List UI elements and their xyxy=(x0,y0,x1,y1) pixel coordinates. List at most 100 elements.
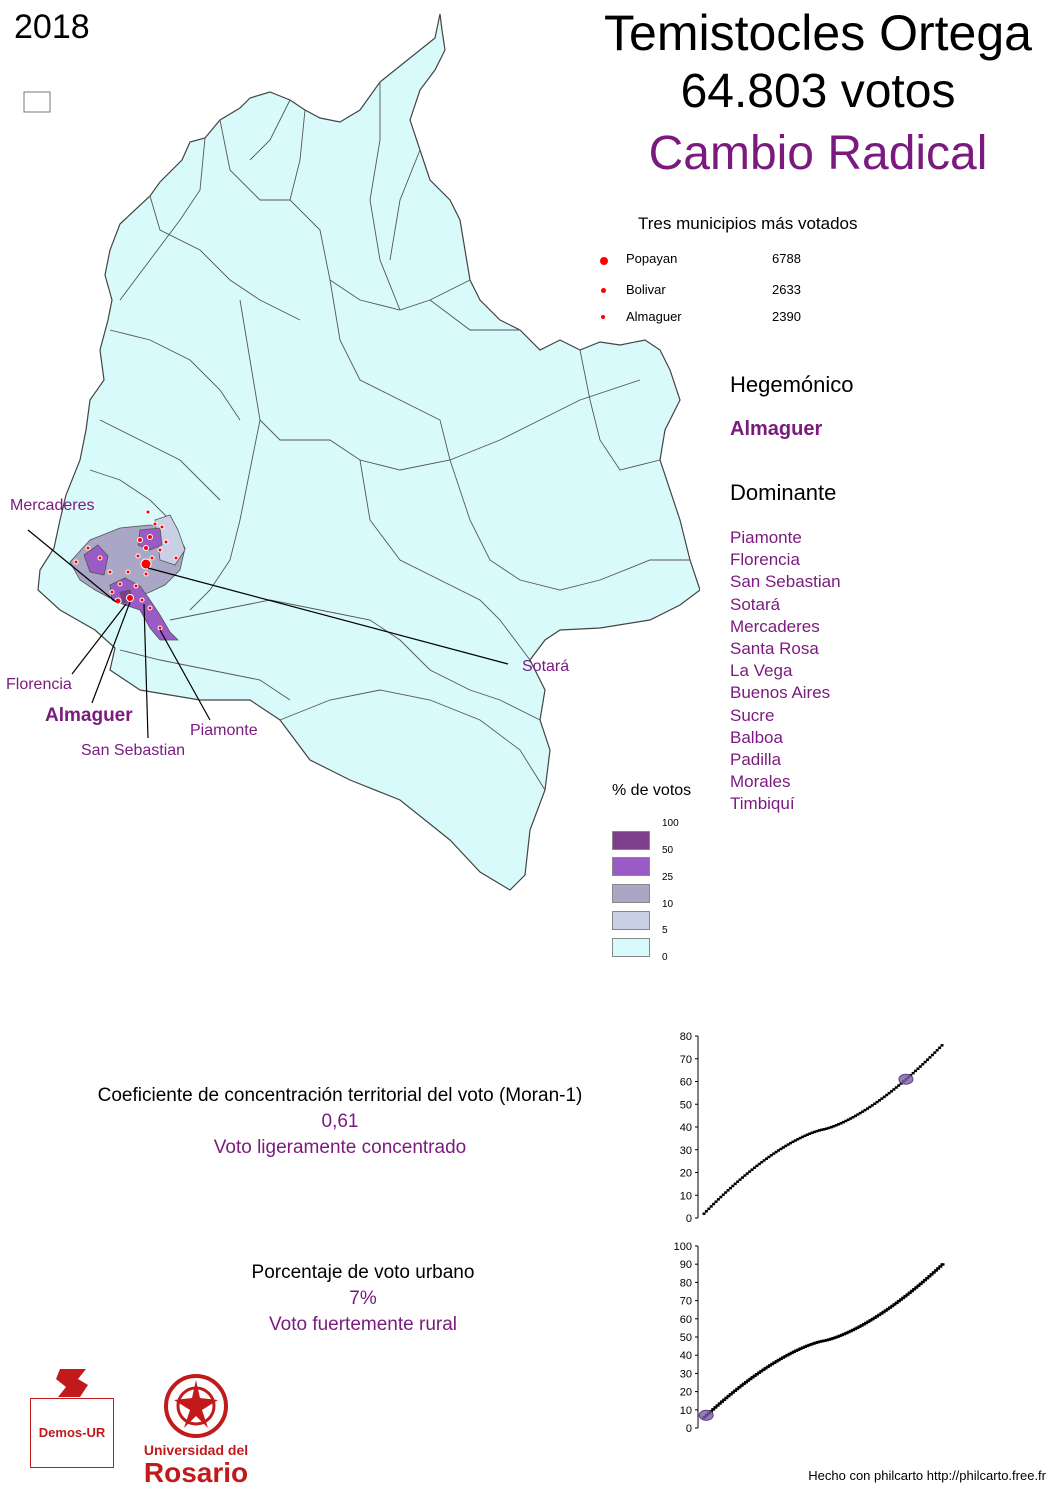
y-tick-label: 30 xyxy=(680,1145,692,1157)
legend-swatch-25-50 xyxy=(612,857,650,876)
label-almaguer: Almaguer xyxy=(45,705,133,726)
y-tick-label: 50 xyxy=(680,1332,692,1344)
data-point xyxy=(755,1164,759,1168)
data-point xyxy=(933,1269,938,1272)
data-point xyxy=(709,1205,713,1208)
data-point xyxy=(940,1263,945,1266)
data-point xyxy=(731,1184,735,1188)
y-tick-label: 80 xyxy=(680,1277,692,1289)
data-point xyxy=(916,1284,921,1287)
data-point xyxy=(912,1288,917,1291)
data-point xyxy=(774,1150,778,1154)
data-point xyxy=(853,1114,857,1118)
data-point xyxy=(807,1343,812,1347)
data-point xyxy=(901,1296,906,1300)
data-point xyxy=(846,1118,850,1122)
data-point xyxy=(848,1329,853,1333)
data-point xyxy=(858,1111,862,1115)
data-point xyxy=(824,1338,829,1342)
data-point xyxy=(903,1294,908,1298)
legend-break: 100 xyxy=(662,818,679,829)
y-tick-label: 0 xyxy=(686,1423,692,1435)
label-florencia: Florencia xyxy=(6,676,72,693)
data-point xyxy=(777,1149,781,1152)
data-point xyxy=(880,1097,884,1100)
data-point xyxy=(890,1304,895,1308)
data-point xyxy=(787,1352,792,1356)
data-point xyxy=(875,1100,879,1104)
candidate-name: Temistocles Ortega xyxy=(604,5,1032,61)
data-point xyxy=(818,1340,823,1343)
data-point xyxy=(726,1394,731,1398)
data-point xyxy=(784,1144,788,1148)
data-point xyxy=(759,1369,764,1373)
highlight-point xyxy=(698,1409,714,1421)
y-tick-label: 70 xyxy=(680,1296,692,1308)
data-point xyxy=(776,1358,781,1362)
data-point xyxy=(805,1133,809,1136)
university-name-line1: Universidad del xyxy=(143,1442,249,1458)
label-sotara: Sotará xyxy=(522,658,570,675)
data-point xyxy=(938,1265,943,1268)
data-point xyxy=(789,1141,793,1145)
colombia-map xyxy=(23,13,700,891)
data-point xyxy=(741,1382,746,1386)
data-point xyxy=(928,1056,932,1059)
data-point xyxy=(833,1336,838,1339)
data-point xyxy=(842,1332,847,1336)
moran-scatter-chart: 0 10 20 30 40 50 60 70 80 xyxy=(680,1031,944,1225)
dominant-item: Piamonte xyxy=(730,528,802,547)
top3-name: Popayan xyxy=(626,251,678,266)
leader-lines xyxy=(27,529,509,739)
data-point xyxy=(719,1195,723,1199)
data-point xyxy=(840,1333,845,1337)
data-point xyxy=(750,1168,754,1171)
data-point xyxy=(931,1271,936,1274)
data-point xyxy=(873,1102,877,1106)
data-point xyxy=(815,1129,819,1133)
legend-title: % de votos xyxy=(612,782,692,799)
data-point xyxy=(722,1398,727,1402)
y-tick-label: 90 xyxy=(680,1259,692,1271)
y-tick-label: 40 xyxy=(680,1350,692,1362)
data-point xyxy=(930,1053,934,1057)
data-point xyxy=(933,1051,937,1054)
data-point xyxy=(857,1325,862,1328)
dominant-item: Buenos Aires xyxy=(730,683,831,703)
data-point xyxy=(724,1396,729,1400)
dominant-item: Padilla xyxy=(730,750,782,770)
candidate-votes: 64.803 votos xyxy=(680,65,956,118)
dominant-list: Piamonte Florencia San Sebastian Sotará … xyxy=(730,527,841,816)
data-point xyxy=(899,1298,904,1301)
highlight-point xyxy=(898,1073,914,1085)
data-point xyxy=(791,1140,795,1144)
data-point xyxy=(711,1408,716,1411)
data-point xyxy=(740,1176,744,1179)
data-point xyxy=(870,1104,874,1107)
data-point xyxy=(849,1117,853,1120)
dominant-item: Sotará xyxy=(730,594,781,614)
dominant-item: Morales xyxy=(730,772,791,792)
dominant-item: Mercaderes xyxy=(730,616,820,636)
data-point xyxy=(760,1160,764,1164)
legend-swatch-0-5 xyxy=(612,938,650,957)
legend-swatch-5-10 xyxy=(612,911,650,930)
data-point xyxy=(728,1393,733,1396)
top3-name: Bolivar xyxy=(626,282,666,297)
data-point xyxy=(925,1276,930,1280)
data-point xyxy=(909,1289,914,1293)
label-piamonte: Piamonte xyxy=(190,722,258,739)
data-point xyxy=(721,1193,725,1197)
data-point xyxy=(863,1108,867,1112)
top3-name: Almaguer xyxy=(626,309,682,324)
data-point xyxy=(897,1084,901,1087)
data-point xyxy=(757,1162,761,1166)
data-point xyxy=(921,1063,925,1066)
data-point xyxy=(874,1315,879,1318)
data-point xyxy=(769,1154,773,1157)
data-point xyxy=(719,1400,724,1403)
data-point xyxy=(707,1207,711,1211)
y-tick-label: 10 xyxy=(680,1190,692,1202)
data-point xyxy=(737,1386,742,1389)
data-point xyxy=(813,1341,818,1345)
